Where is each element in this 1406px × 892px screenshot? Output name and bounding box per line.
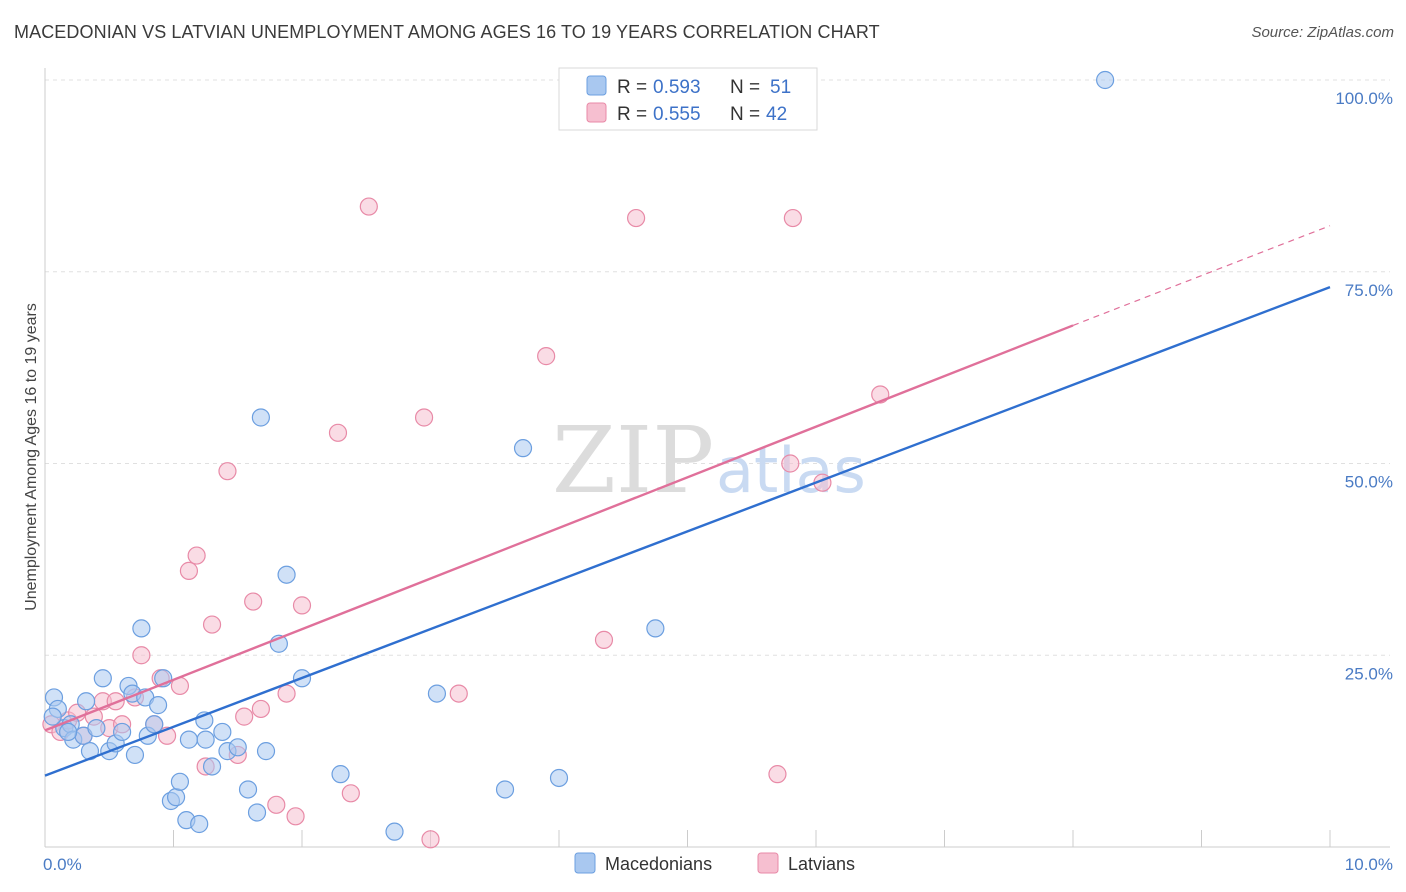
y-tick-label-0: 100.0%: [1335, 89, 1393, 108]
macedonian-point-16: [132, 619, 151, 638]
bottom-legend-macedonians: Macedonians: [605, 854, 712, 874]
chart-title: MACEDONIAN VS LATVIAN UNEMPLOYMENT AMONG…: [14, 22, 880, 42]
macedonian-point-41: [331, 765, 350, 784]
macedonian-trend-line: [44, 285, 1331, 777]
macedonian-point-9: [93, 669, 112, 688]
macedonian-point-23: [166, 788, 186, 807]
legend-n-value-1: 51: [770, 77, 791, 98]
latvian-point-30: [341, 784, 360, 803]
watermark-zip: ZIP: [552, 407, 714, 514]
latvian-point-40: [783, 208, 802, 228]
latvian-point-20: [218, 462, 237, 481]
latvian-points: [42, 197, 890, 849]
macedonian-point-50: [59, 722, 78, 742]
latvian-point-29: [328, 423, 348, 442]
macedonian-point-36: [251, 408, 270, 427]
latvian-trend-extension: [1072, 225, 1331, 326]
macedonian-point-44: [495, 780, 515, 799]
latvian-point-25: [267, 795, 286, 814]
x-tick-max: 10.0%: [1345, 855, 1393, 874]
macedonian-point-6: [77, 692, 96, 711]
macedonian-points: [43, 70, 1115, 841]
y-tick-label-3: 25.0%: [1345, 664, 1393, 683]
legend-swatch-macedonian: [586, 75, 607, 96]
legend-n-label-1: N =: [730, 77, 760, 98]
legend: R = 0.593 N = 51 R = 0.555 N = 42: [558, 67, 818, 131]
watermark: ZIP atlas: [552, 407, 866, 514]
macedonian-point-19: [145, 715, 164, 734]
latvian-trend-line: [44, 324, 1074, 732]
latvian-point-26: [277, 684, 296, 703]
legend-r-value-1: 0.593: [653, 77, 701, 98]
latvian-point-34: [449, 684, 468, 703]
y-tick-labels: 100.0% 75.0% 50.0% 25.0%: [1335, 89, 1393, 683]
macedonian-point-15: [125, 745, 145, 765]
macedonian-point-45: [513, 439, 533, 458]
latvian-point-22: [235, 707, 254, 726]
latvian-point-11: [132, 646, 151, 665]
legend-n-value-2: 42: [766, 104, 787, 125]
macedonian-point-37: [256, 742, 276, 761]
y-tick-label-1: 75.0%: [1345, 281, 1393, 300]
macedonian-point-27: [190, 814, 209, 834]
chart-source: Source: ZipAtlas.com: [1251, 24, 1394, 41]
latvian-point-24: [251, 699, 270, 719]
macedonian-point-26: [179, 730, 199, 749]
latvian-point-37: [626, 208, 646, 228]
macedonian-point-20: [148, 696, 168, 715]
macedonian-point-29: [196, 730, 215, 749]
bottom-legend-swatch-macedonian: [574, 852, 596, 874]
bottom-legend-latvians: Latvians: [788, 854, 855, 874]
macedonian-point-8: [87, 719, 106, 738]
y-tick-label-2: 50.0%: [1345, 473, 1393, 492]
legend-swatch-latvian: [586, 102, 607, 123]
latvian-point-28: [292, 596, 312, 615]
macedonian-point-12: [112, 722, 132, 742]
y-axis-label: Unemployment Among Ages 16 to 19 years: [23, 303, 40, 611]
latvian-point-31: [359, 197, 378, 216]
latvian-point-33: [421, 830, 440, 849]
latvian-point-39: [781, 454, 800, 473]
macedonian-point-43: [427, 684, 447, 703]
latvian-point-32: [414, 408, 434, 427]
bottom-legend: Macedonians Latvians: [574, 852, 855, 874]
x-tick-min: 0.0%: [43, 855, 82, 874]
latvian-point-23: [244, 592, 263, 611]
legend-r-label-2: R =: [617, 104, 647, 125]
macedonian-point-33: [228, 738, 247, 757]
legend-r-label-1: R =: [617, 77, 647, 98]
latvian-point-19: [202, 615, 222, 634]
latvian-point-17: [187, 546, 206, 565]
bottom-legend-swatch-latvian: [757, 852, 779, 874]
macedonian-point-48: [1096, 70, 1115, 90]
legend-r-value-2: 0.555: [653, 104, 701, 125]
macedonian-point-46: [549, 768, 569, 788]
macedonian-point-24: [170, 772, 190, 791]
latvian-point-16: [179, 561, 199, 580]
macedonian-point-34: [238, 780, 258, 799]
latvian-point-27: [286, 807, 305, 826]
latvian-point-35: [537, 347, 556, 366]
macedonian-point-31: [213, 722, 232, 742]
macedonian-point-39: [277, 565, 296, 584]
macedonian-point-35: [247, 803, 267, 822]
macedonian-point-49: [43, 707, 62, 726]
latvian-point-38: [768, 765, 787, 784]
latvian-point-36: [594, 630, 614, 650]
legend-n-label-2: N =: [730, 104, 760, 125]
macedonian-point-42: [385, 822, 404, 841]
macedonian-point-30: [202, 757, 222, 776]
gridlines: [45, 79, 1390, 656]
trend-lines: [44, 225, 1331, 777]
macedonian-point-47: [646, 619, 665, 638]
